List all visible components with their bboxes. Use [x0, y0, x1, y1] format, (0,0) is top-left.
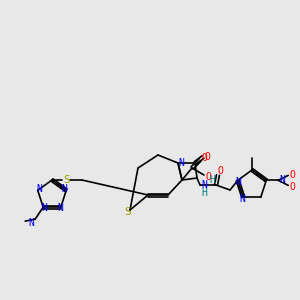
Text: S: S	[64, 175, 70, 185]
Text: O: O	[289, 182, 295, 192]
Text: H: H	[209, 175, 215, 185]
Text: S: S	[124, 207, 131, 217]
Text: O: O	[205, 172, 211, 182]
Text: O: O	[201, 153, 207, 163]
Text: H: H	[201, 188, 207, 198]
Text: N: N	[37, 184, 43, 194]
Text: N: N	[57, 203, 63, 213]
Text: N: N	[279, 176, 285, 185]
Text: N: N	[61, 184, 67, 194]
Text: O: O	[289, 170, 295, 180]
Text: O: O	[204, 152, 210, 162]
Text: N: N	[236, 177, 242, 188]
Text: N: N	[178, 158, 184, 168]
Text: N: N	[41, 203, 47, 213]
Text: N: N	[28, 218, 34, 228]
Text: N: N	[201, 180, 207, 190]
Text: O: O	[217, 166, 223, 176]
Text: N: N	[239, 194, 245, 204]
